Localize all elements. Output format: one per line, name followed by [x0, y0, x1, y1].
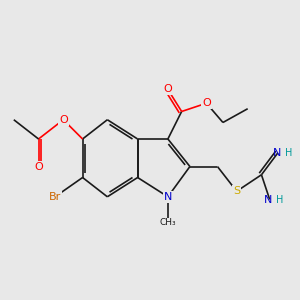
Text: Br: Br [49, 192, 61, 202]
Text: O: O [164, 85, 172, 94]
Text: O: O [34, 161, 43, 172]
Text: H: H [277, 194, 284, 205]
Text: H: H [285, 148, 292, 158]
Text: N: N [164, 192, 172, 202]
Text: CH₃: CH₃ [160, 218, 176, 227]
Text: S: S [233, 186, 240, 196]
Text: O: O [59, 115, 68, 125]
Text: O: O [202, 98, 211, 108]
Text: N: N [264, 194, 272, 205]
Text: N: N [272, 148, 281, 158]
